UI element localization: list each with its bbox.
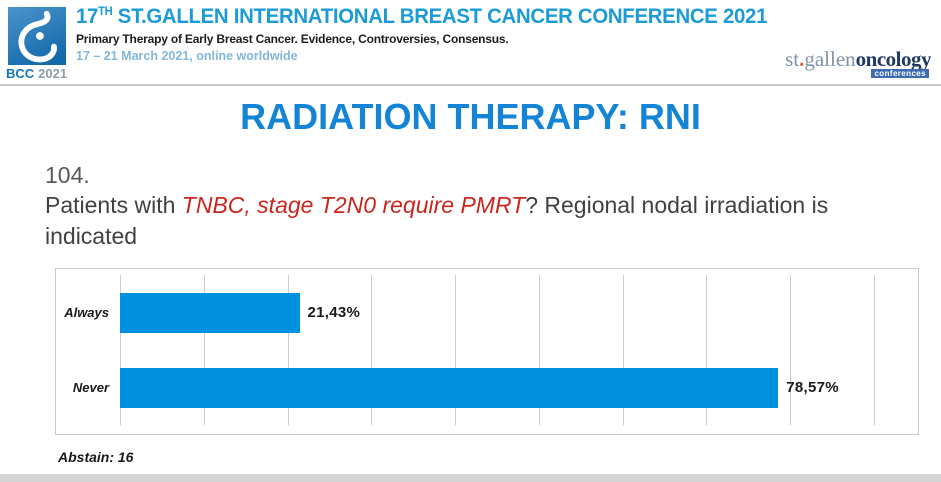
question-suffix: ? Regional nodal irradiation is indicate… [45,192,829,249]
header-text-block: 17TH ST.GALLEN INTERNATIONAL BREAST CANC… [76,5,789,63]
header-divider [0,84,941,86]
brand-st: st [785,47,800,71]
bar-always [120,292,300,333]
value-label-never: 78,57% [786,379,839,396]
conference-title-ordinal: TH [98,6,113,18]
value-label-always: 21,43% [307,304,361,321]
conference-title: 17TH ST.GALLEN INTERNATIONAL BREAST CANC… [76,5,767,29]
gridline [203,275,205,425]
question-highlight: TNBC, stage T2N0 require PMRT [181,192,526,219]
bcc-year-label: BCC 2021 [6,66,67,81]
question-text: Patients with TNBC, stage T2N0 require P… [45,190,840,251]
gridline [120,275,121,425]
gridline [873,275,875,425]
chart-row-always: Always 21,43% [56,275,884,350]
gridline [371,275,373,425]
bcc-logo [8,7,66,65]
question-block: 104. Patients with TNBC, stage T2N0 requ… [45,160,840,251]
bar-track: 21,43% [120,275,884,350]
conference-title-rest: ST.GALLEN INTERNATIONAL BREAST CANCER CO… [112,5,768,28]
conference-dates: 17 – 21 March 2021, online worldwide [76,49,298,63]
chart-rows: Always 21,43% Never 78,57% [56,275,884,425]
brand-dot: . [799,47,805,71]
conference-title-number: 17 [76,5,99,28]
brand-oncology: oncology [855,47,932,71]
category-label-always: Always [64,305,109,320]
question-prefix: Patients with [45,192,182,219]
slide-title: RADIATION THERAPY: RNI [240,96,701,137]
brand-gallen: gallen [804,47,856,71]
poll-results-chart: Always 21,43% Never 78,57% [55,268,919,435]
gridline [790,275,792,425]
stgallen-oncology-logo: st.gallenoncology conferences [785,47,932,78]
conference-subtitle: Primary Therapy of Early Breast Cancer. … [76,32,509,46]
brand-conferences-badge: conferences [871,69,929,78]
plot-area [120,275,884,425]
category-label-never: Never [72,380,109,395]
bottom-edge-strip [0,474,941,482]
gridline [622,275,624,425]
conference-header: BCC 2021 17TH ST.GALLEN INTERNATIONAL BRE… [0,0,941,86]
bcc-text: BCC [6,66,35,81]
chart-row-never: Never 78,57% [56,350,884,425]
gridline [455,275,457,425]
gridline [706,275,708,425]
bar-never [120,367,779,408]
abstain-note: Abstain: 16 [58,449,134,465]
bar-track: 78,57% [120,350,884,425]
bcc-year: 2021 [38,66,68,81]
gridline [287,275,289,425]
gridline [538,275,540,425]
question-number: 104. [45,162,90,188]
bcc-drop-icon [18,10,57,63]
